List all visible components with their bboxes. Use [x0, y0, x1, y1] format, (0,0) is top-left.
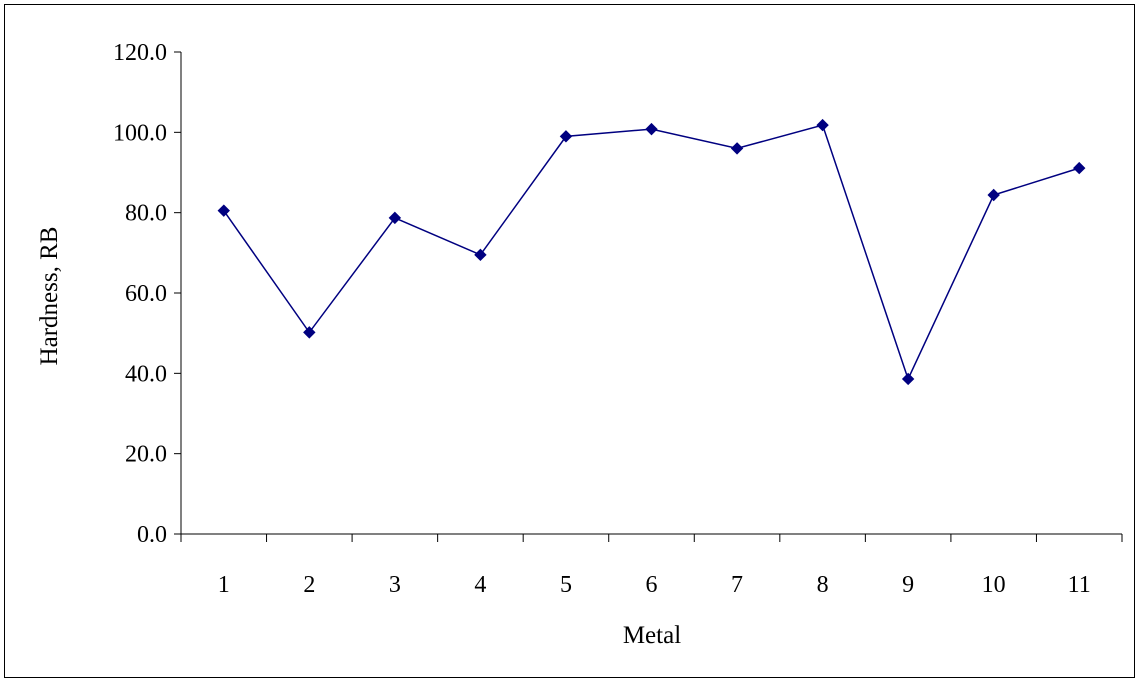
x-tick-label: 5: [560, 572, 572, 598]
x-axis-title: Metal: [623, 622, 681, 649]
x-tick-label: 2: [303, 572, 315, 598]
data-point-marker: [217, 204, 230, 217]
y-axis-title: Hardness, RB: [36, 227, 63, 366]
series-line: [223, 124, 1080, 382]
x-tick-label: 6: [646, 572, 658, 598]
x-tick-label: 4: [474, 572, 486, 598]
data-point-marker: [645, 122, 658, 136]
y-tick-label: 120.0: [113, 40, 167, 66]
data-point-marker: [388, 211, 402, 225]
data-point-marker: [730, 142, 744, 155]
x-tick-label: 1: [218, 572, 230, 598]
y-axis: 0.0 20.0 40.0 60.0 80.0 100.0 120.0: [113, 40, 182, 548]
x-axis: 1 2 3 4 5 6 7 8 9 10 11: [180, 533, 1123, 598]
data-point-marker: [987, 188, 1000, 202]
x-tick-label: 7: [731, 572, 743, 598]
y-tick-label: 40.0: [125, 361, 167, 387]
x-tick-label: 10: [982, 572, 1006, 598]
data-point-marker: [474, 248, 487, 262]
data-point-marker: [1073, 161, 1086, 175]
data-point-marker: [303, 326, 316, 339]
data-series: [217, 118, 1086, 386]
chart-frame: [4, 4, 1135, 678]
x-tick-label: 3: [389, 572, 401, 598]
data-point-marker: [559, 130, 573, 143]
x-tick-label: 11: [1068, 572, 1091, 598]
y-tick-label: 80.0: [125, 201, 167, 227]
y-tick-label: 20.0: [125, 442, 167, 468]
x-tick-label: 8: [817, 572, 829, 598]
y-tick-label: 60.0: [125, 281, 167, 307]
y-tick-label: 0.0: [137, 522, 167, 548]
data-point-marker: [901, 372, 915, 386]
x-tick-label: 9: [902, 572, 914, 598]
y-tick-label: 100.0: [113, 120, 167, 146]
data-point-marker: [816, 118, 829, 132]
